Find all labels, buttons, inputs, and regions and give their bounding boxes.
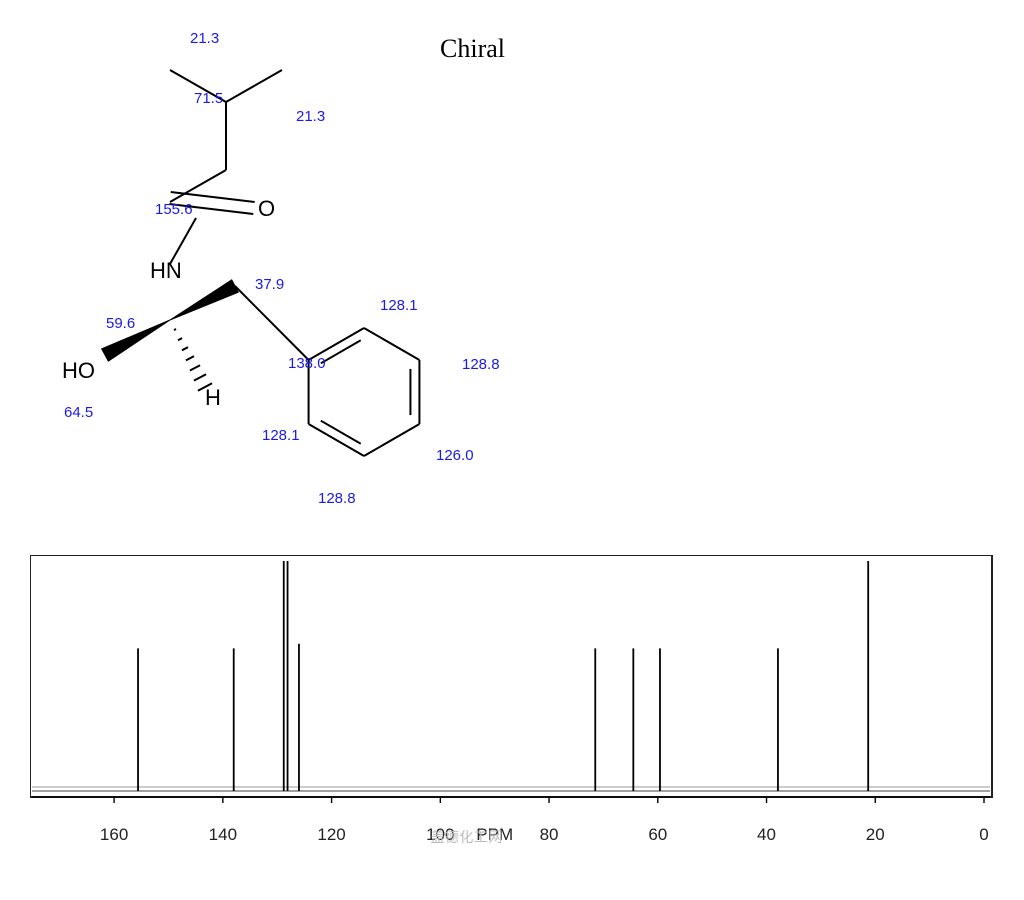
nmr-spectrum	[30, 555, 994, 815]
atom-label: HN	[150, 258, 182, 284]
chemical-shift-label: 21.3	[296, 108, 325, 125]
chemical-shift-label: 59.6	[106, 315, 135, 332]
chemical-shift-label: 128.8	[318, 490, 356, 507]
chemical-shift-label: 64.5	[64, 404, 93, 421]
ppm-tick-label: 120	[317, 825, 345, 845]
chemical-shift-label: 21.3	[190, 30, 219, 47]
chemical-shift-label: 128.1	[380, 297, 418, 314]
ppm-tick-label: 40	[757, 825, 776, 845]
chemical-shift-label: 128.1	[262, 427, 300, 444]
ppm-tick-label: 0	[979, 825, 988, 845]
ppm-tick-label: 160	[100, 825, 128, 845]
watermark-text: 盖德化工网	[430, 827, 503, 847]
ppm-tick-label: 140	[209, 825, 237, 845]
atom-label: HO	[62, 358, 95, 384]
chemical-shift-label: 37.9	[255, 276, 284, 293]
chemical-shift-label: 128.8	[462, 356, 500, 373]
atom-label: O	[258, 196, 275, 222]
chemical-shift-label: 138.0	[288, 355, 326, 372]
structure-panel: Chiral OHNHHO21.371.521.3155.659.637.964…	[0, 0, 1024, 520]
nmr-spectrum-panel: 160140120100806040200 PPM 盖德化工网	[30, 555, 994, 865]
chemical-shift-label: 71.5	[194, 90, 223, 107]
atom-label: H	[205, 385, 221, 411]
ppm-tick-label: 80	[540, 825, 559, 845]
ppm-tick-label: 20	[866, 825, 885, 845]
chemical-shift-label: 155.6	[155, 201, 193, 218]
ppm-tick-label: 60	[648, 825, 667, 845]
chemical-shift-label: 126.0	[436, 447, 474, 464]
